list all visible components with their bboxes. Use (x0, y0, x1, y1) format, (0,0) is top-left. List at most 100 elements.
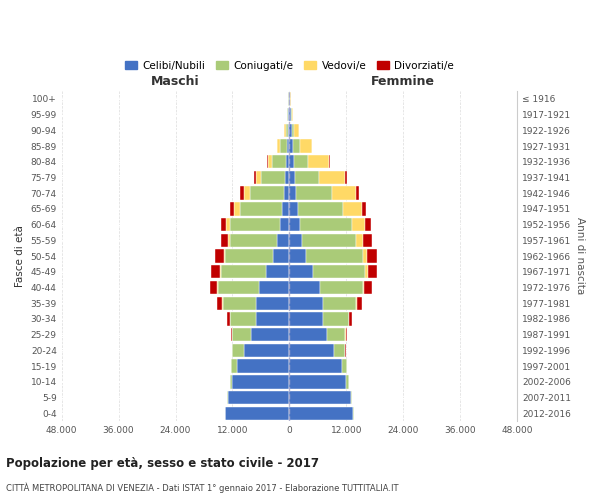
Bar (343, 202, 362, 215)
Bar (254, 171, 256, 184)
Bar (221, 218, 226, 232)
Bar (362, 202, 366, 215)
Bar (256, 312, 289, 326)
Bar (327, 328, 346, 342)
Bar (363, 281, 364, 294)
Bar (289, 312, 323, 326)
Bar (289, 140, 293, 152)
Bar (244, 186, 250, 200)
Y-axis label: Fasce di età: Fasce di età (15, 225, 25, 287)
Bar (287, 108, 289, 122)
Bar (230, 202, 234, 215)
Bar (298, 202, 343, 215)
Bar (364, 281, 372, 294)
Bar (231, 328, 232, 342)
Text: CITTÀ METROPOLITANA DI VENEZIA - Dati ISTAT 1° gennaio 2017 - Elaborazione TUTTI: CITTÀ METROPOLITANA DI VENEZIA - Dati IS… (6, 482, 398, 493)
Bar (349, 312, 352, 326)
Bar (289, 171, 295, 184)
Bar (289, 124, 292, 137)
Bar (232, 360, 237, 373)
Bar (232, 344, 244, 357)
Bar (280, 218, 289, 232)
Bar (300, 218, 352, 232)
Bar (262, 171, 285, 184)
Bar (300, 140, 311, 152)
Text: Maschi: Maschi (151, 75, 200, 88)
Bar (295, 171, 319, 184)
Bar (313, 265, 365, 278)
Bar (289, 186, 296, 200)
Bar (237, 360, 289, 373)
Bar (272, 155, 286, 168)
Bar (356, 296, 362, 310)
Bar (289, 265, 313, 278)
Bar (323, 312, 349, 326)
Y-axis label: Anni di nascita: Anni di nascita (575, 218, 585, 294)
Bar (341, 360, 347, 373)
Bar (230, 312, 256, 326)
Bar (211, 265, 220, 278)
Bar (221, 234, 227, 247)
Text: Femmine: Femmine (371, 75, 435, 88)
Bar (227, 234, 230, 247)
Bar (221, 265, 266, 278)
Bar (289, 375, 346, 388)
Bar (227, 312, 230, 326)
Bar (226, 406, 289, 420)
Bar (284, 186, 289, 200)
Bar (293, 140, 300, 152)
Bar (239, 202, 282, 215)
Bar (256, 296, 289, 310)
Bar (289, 360, 341, 373)
Bar (289, 202, 298, 215)
Bar (277, 234, 289, 247)
Bar (286, 124, 288, 137)
Bar (356, 186, 359, 200)
Bar (230, 234, 277, 247)
Bar (227, 391, 289, 404)
Bar (294, 124, 299, 137)
Bar (226, 218, 230, 232)
Bar (289, 108, 291, 122)
Bar (356, 234, 364, 247)
Bar (230, 218, 280, 232)
Bar (323, 296, 356, 310)
Bar (346, 328, 347, 342)
Bar (266, 155, 268, 168)
Text: Popolazione per età, sesso e stato civile - 2017: Popolazione per età, sesso e stato civil… (6, 458, 319, 470)
Bar (289, 155, 293, 168)
Legend: Celibi/Nubili, Coniugati/e, Vedovi/e, Divorziati/e: Celibi/Nubili, Coniugati/e, Vedovi/e, Di… (121, 56, 458, 75)
Bar (234, 202, 239, 215)
Bar (285, 171, 289, 184)
Bar (289, 344, 334, 357)
Bar (351, 391, 352, 404)
Bar (215, 250, 224, 262)
Bar (365, 265, 368, 278)
Bar (210, 281, 217, 294)
Bar (289, 296, 323, 310)
Bar (329, 155, 330, 168)
Bar (289, 281, 320, 294)
Bar (284, 124, 286, 137)
Bar (334, 344, 346, 357)
Bar (293, 155, 308, 168)
Bar (250, 186, 284, 200)
Bar (352, 218, 365, 232)
Bar (251, 328, 289, 342)
Bar (289, 391, 351, 404)
Bar (282, 202, 289, 215)
Bar (291, 108, 292, 122)
Bar (288, 124, 289, 137)
Bar (217, 281, 218, 294)
Bar (332, 186, 356, 200)
Bar (226, 250, 273, 262)
Bar (367, 250, 377, 262)
Bar (296, 186, 332, 200)
Bar (365, 218, 371, 232)
Bar (364, 234, 372, 247)
Bar (302, 234, 356, 247)
Bar (218, 281, 259, 294)
Bar (286, 155, 289, 168)
Bar (230, 375, 232, 388)
Bar (308, 155, 329, 168)
